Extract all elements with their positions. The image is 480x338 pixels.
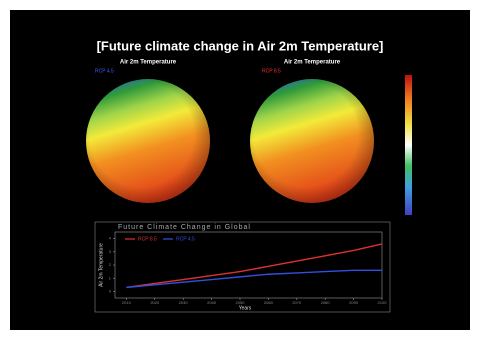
x-tick-label: 2010 <box>122 300 132 305</box>
x-tick-label: 2100 <box>378 300 388 305</box>
x-axis-label: Years <box>239 305 252 311</box>
x-tick-label: 2070 <box>292 300 302 305</box>
x-tick-label: 2040 <box>207 300 217 305</box>
panel-title: Air 2m Temperature <box>284 60 341 66</box>
x-tick-label: 2080 <box>321 300 331 305</box>
legend-label: RCP 8.5 <box>138 236 157 242</box>
scenario-label: RCP 4.5 <box>95 68 114 74</box>
globe-shade <box>250 79 374 203</box>
x-tick-label: 2030 <box>179 300 189 305</box>
x-tick-label: 2060 <box>264 300 274 305</box>
globe-shade <box>86 79 210 203</box>
screenshot: [Future climate change in Air 2m Tempera… <box>0 0 480 338</box>
colorbar <box>405 75 412 215</box>
title: [Future climate change in Air 2m Tempera… <box>97 38 384 53</box>
chart-title: Future Climate Change in Global <box>118 224 251 231</box>
y-axis-label: Air 2m Temperature <box>98 243 104 287</box>
panel-title: Air 2m Temperature <box>120 60 177 66</box>
x-tick-label: 2050 <box>236 300 246 305</box>
scenario-label: RCP 8.5 <box>262 68 281 74</box>
x-tick-label: 2090 <box>349 300 359 305</box>
legend-label: RCP 4.5 <box>176 236 195 242</box>
x-tick-label: 2020 <box>150 300 160 305</box>
